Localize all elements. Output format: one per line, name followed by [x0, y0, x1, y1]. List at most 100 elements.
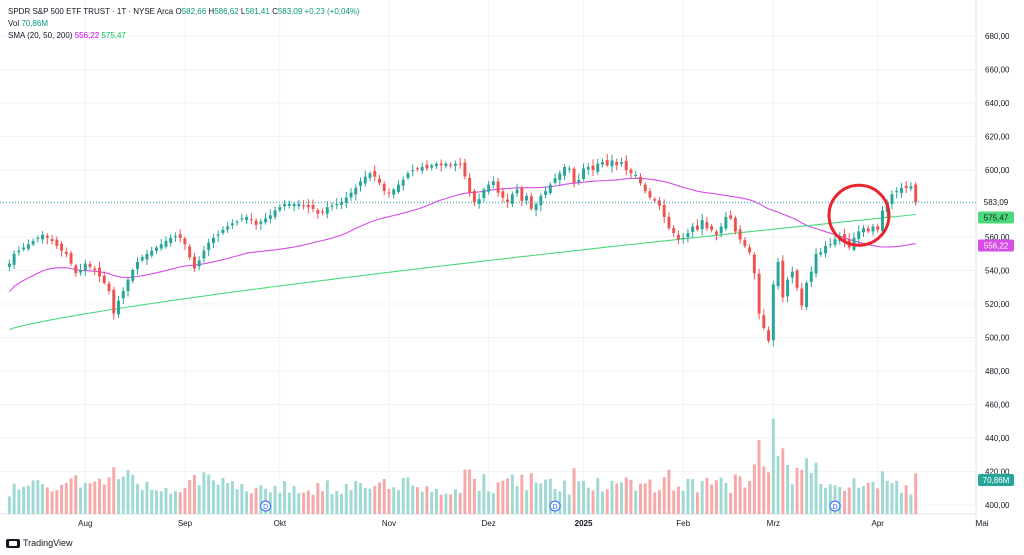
volume-bar [60, 484, 64, 514]
volume-bar [396, 490, 400, 514]
candle-body [857, 231, 861, 239]
volume-bar [325, 480, 329, 514]
volume-bar [183, 488, 187, 514]
volume-bar [292, 486, 296, 514]
candle-body [207, 242, 211, 250]
volume-bar [449, 494, 453, 514]
volume-bar [871, 481, 875, 514]
volume-bar [335, 491, 339, 514]
y-tick-label: 640,00 [985, 99, 1010, 108]
volume-bar [601, 491, 604, 514]
x-tick-label: Mai [976, 519, 989, 528]
volume-bar [638, 483, 642, 514]
volume-bar [415, 487, 419, 514]
volume-bar [615, 483, 619, 514]
candle-body [444, 163, 448, 167]
price-axis[interactable]: 680,00660,00640,00620,00600,00580,00560,… [985, 32, 1010, 510]
candle-body [36, 237, 40, 239]
candle-body [591, 165, 595, 171]
candle-body [26, 244, 30, 249]
candle-body [610, 160, 614, 167]
candle-body [396, 184, 400, 192]
volume-bar [226, 483, 230, 514]
volume-bar [885, 480, 889, 514]
candle-body [216, 234, 220, 236]
volume-bar [287, 492, 291, 514]
close-value: 583,09 [277, 7, 303, 16]
sma-200-line [9, 213, 916, 331]
time-axis[interactable]: AugSepOktNovDez2025FebMrzAprMaiJun [78, 519, 1024, 528]
volume-bar [192, 475, 196, 514]
candle-body [382, 183, 386, 192]
candle-body [136, 262, 139, 270]
candle-body [634, 175, 638, 176]
volume-bar [136, 483, 139, 514]
candle-body [786, 279, 790, 297]
candle-body [287, 204, 291, 206]
candle-body [534, 204, 538, 211]
candle-body [145, 253, 149, 260]
volume-bar [714, 480, 718, 514]
volume-bar [847, 487, 851, 514]
dividend-marker[interactable]: D [260, 500, 272, 512]
volume-bar [420, 491, 424, 514]
volume-bar [306, 490, 310, 514]
candle-body [681, 237, 685, 239]
dividend-marker[interactable]: D [549, 500, 561, 512]
sma-a-badge: 556,22 [984, 242, 1009, 251]
candle-body [733, 217, 737, 232]
volume-bar [676, 486, 680, 514]
volume-bar [904, 485, 908, 514]
candle-body [344, 197, 348, 203]
volume-bar [529, 473, 533, 514]
dividend-marker[interactable]: D [829, 500, 841, 512]
candle-body [510, 194, 514, 204]
candle-body [420, 166, 424, 171]
y-tick-label: 520,00 [985, 300, 1010, 309]
volume-bar [430, 491, 434, 514]
volume-bar [724, 482, 728, 514]
candle-body [202, 250, 206, 259]
volume-bar [510, 474, 514, 514]
volume-bar [131, 474, 135, 514]
candle-body [748, 247, 752, 253]
volume-bar [344, 484, 348, 514]
volume-bar [520, 474, 524, 514]
candle-body [83, 263, 87, 271]
volume-bar [800, 469, 804, 514]
candle-body [643, 184, 647, 192]
candle-body [719, 226, 723, 234]
volume-bar [814, 462, 818, 514]
candle-body [762, 315, 766, 329]
candle-body [112, 289, 116, 314]
candle-body [582, 168, 586, 180]
volume-bar [79, 487, 83, 514]
volume-bar [629, 479, 633, 514]
tradingview-branding[interactable]: TradingView [6, 538, 73, 548]
volume-bar [838, 487, 842, 514]
candle-body [468, 177, 472, 193]
price-grid [0, 0, 983, 528]
volume-bar [501, 480, 505, 514]
legend-ohlc-row: SPDR S&P 500 ETF TRUST · 1T · NYSE Arca … [8, 7, 360, 16]
volume-bar [221, 477, 225, 514]
x-tick-label: Nov [382, 519, 396, 528]
candle-body [624, 160, 628, 171]
candle-body [814, 253, 818, 274]
volume-bar [434, 488, 438, 514]
candle-body [577, 179, 581, 183]
volume-bar [453, 489, 457, 514]
candle-body [306, 204, 310, 208]
volume-bar [596, 478, 600, 514]
candle-body [657, 200, 661, 206]
volume-bar [321, 491, 325, 514]
candle-body [862, 228, 865, 233]
volume-bar [173, 491, 177, 514]
candle-body [586, 166, 590, 170]
candle-body [88, 263, 92, 267]
volume-bar [463, 469, 467, 514]
volume-bar [41, 484, 45, 514]
candle-body [45, 235, 49, 238]
